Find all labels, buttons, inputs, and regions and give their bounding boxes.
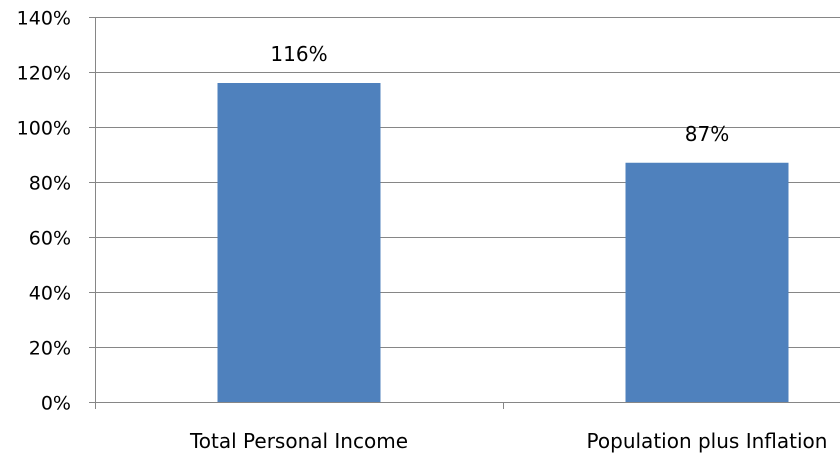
- bar-2: [625, 162, 789, 402]
- bar-1: [217, 83, 381, 402]
- bars: [217, 83, 789, 402]
- data-label-1: 116%: [270, 42, 327, 66]
- x-category-label: Population plus Inflation: [587, 429, 828, 453]
- y-tick-label: 60%: [29, 228, 71, 250]
- x-category-label: Total Personal Income: [189, 429, 408, 453]
- y-tick-label: 20%: [29, 338, 71, 360]
- labels: 0% 20% 40% 60% 80% 100% 120% 140% 116% Total Pers…: [17, 8, 828, 454]
- y-tick-label: 40%: [29, 283, 71, 305]
- y-tick-label: 120%: [17, 63, 71, 85]
- y-tick-label: 80%: [29, 173, 71, 195]
- axes: [89, 17, 840, 409]
- y-tick-label: 100%: [17, 118, 71, 140]
- data-label-2: 87%: [685, 122, 729, 146]
- y-tick-label: 140%: [17, 8, 71, 30]
- y-tick-label: 0%: [41, 393, 71, 415]
